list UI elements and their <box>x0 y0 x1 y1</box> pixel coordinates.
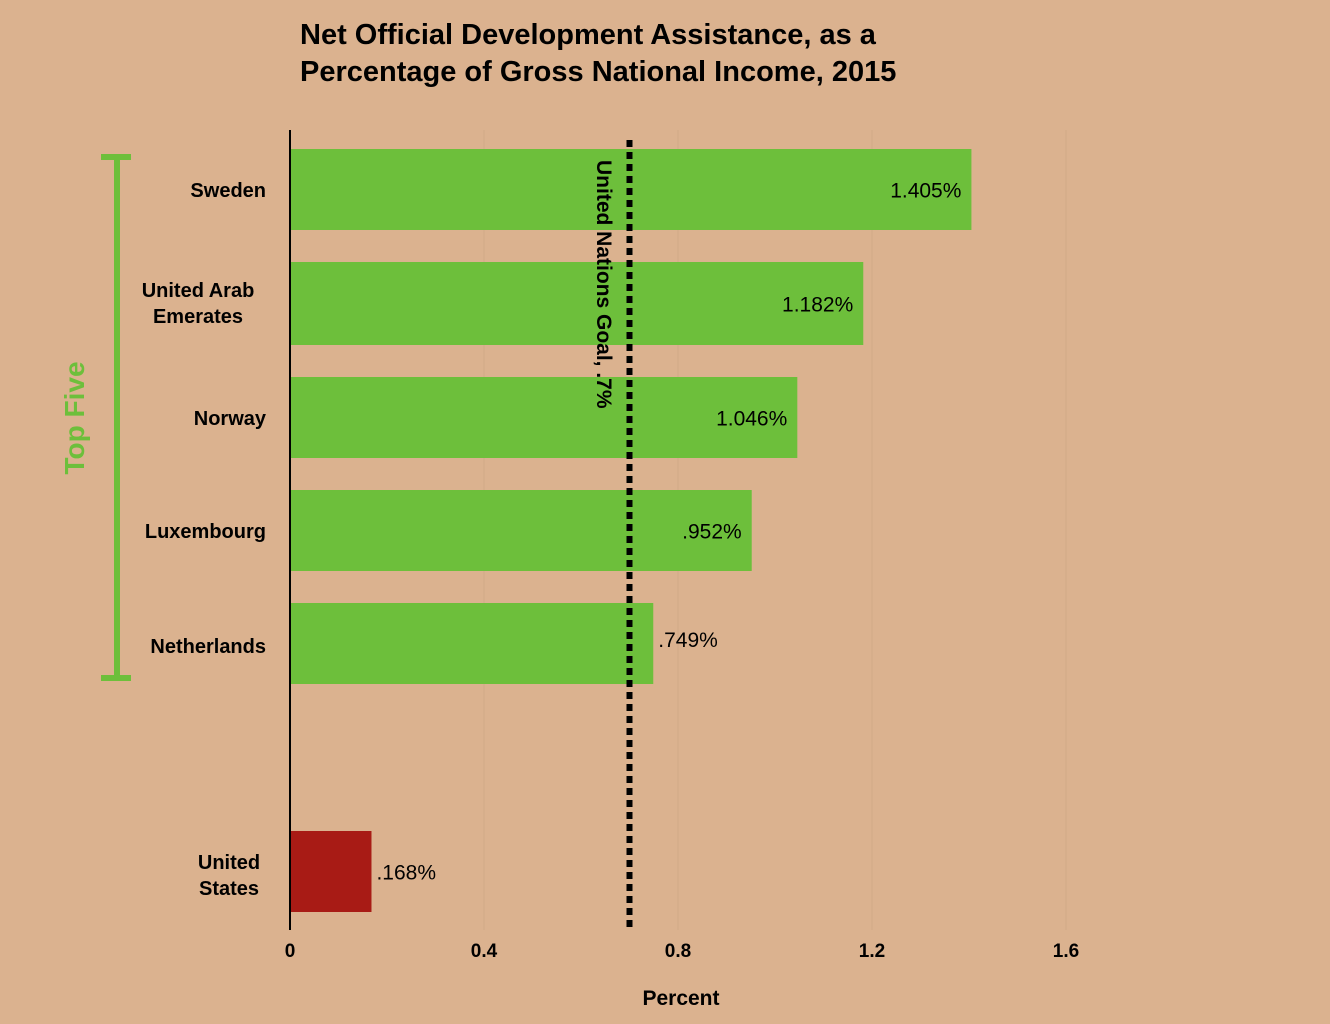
bracket-label: Top Five <box>59 361 90 474</box>
category-label-1-1: Emerates <box>153 306 243 328</box>
x-tick-label-0: 0 <box>285 941 296 962</box>
category-label-5-1: States <box>199 878 259 900</box>
category-label-2-0: Norway <box>194 408 267 430</box>
x-tick-label-3: 1.2 <box>859 941 885 962</box>
value-label-4: .749% <box>658 629 718 652</box>
x-tick-label-1: 0.4 <box>471 941 498 962</box>
bar-4 <box>290 603 654 684</box>
chart-title-line-1: Net Official Development Assistance, as … <box>300 19 876 51</box>
bar-1 <box>290 262 864 345</box>
bar-5 <box>290 831 372 912</box>
category-label-5-0: United <box>198 852 260 874</box>
category-label-3-0: Luxembourg <box>145 521 266 543</box>
chart-title-line-2: Percentage of Gross National Income, 201… <box>300 56 897 88</box>
category-label-0-0: Sweden <box>190 180 266 202</box>
value-label-1: 1.182% <box>782 294 853 317</box>
x-axis-title: Percent <box>642 987 719 1010</box>
bar-3 <box>290 490 752 571</box>
value-label-3: .952% <box>682 521 742 544</box>
value-label-5: .168% <box>376 862 436 885</box>
x-tick-label-2: 0.8 <box>665 941 691 962</box>
value-label-2: 1.046% <box>716 408 787 431</box>
x-tick-label-4: 1.6 <box>1053 941 1079 962</box>
reference-line-label: United Nations Goal, .7% <box>592 160 615 409</box>
category-label-1-0: United Arab <box>142 280 255 302</box>
bar-2 <box>290 377 798 458</box>
value-label-0: 1.405% <box>890 180 961 203</box>
category-label-4-0: Netherlands <box>150 636 266 658</box>
